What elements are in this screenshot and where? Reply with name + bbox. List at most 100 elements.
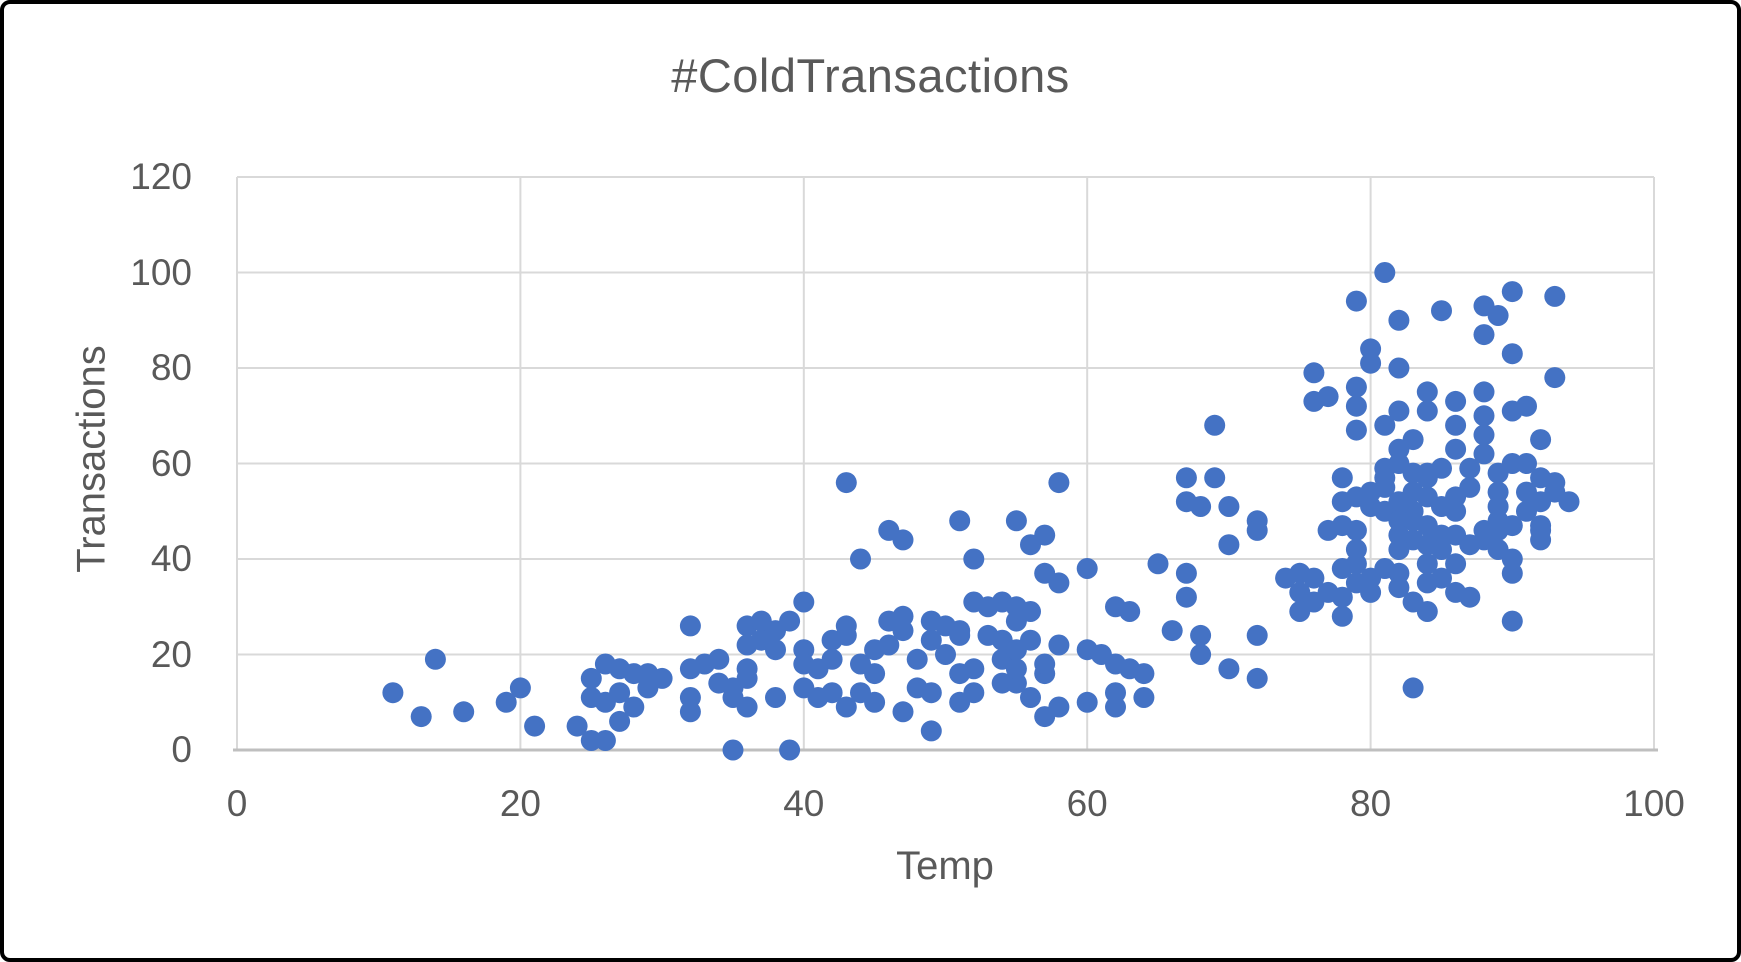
data-point bbox=[835, 696, 857, 718]
data-point bbox=[509, 677, 531, 699]
data-point bbox=[1303, 567, 1325, 589]
data-point bbox=[935, 644, 956, 665]
data-point bbox=[609, 682, 631, 704]
data-point bbox=[821, 648, 843, 670]
data-point bbox=[1020, 629, 1041, 651]
data-point bbox=[1459, 457, 1481, 479]
data-point bbox=[1345, 395, 1367, 417]
data-point bbox=[1345, 290, 1367, 312]
data-point bbox=[864, 663, 886, 685]
data-point bbox=[1303, 390, 1325, 412]
data-point bbox=[1473, 381, 1495, 403]
data-point bbox=[679, 687, 701, 708]
data-point bbox=[1119, 601, 1141, 622]
data-point bbox=[1473, 443, 1495, 465]
x-tick-label-60: 60 bbox=[1066, 783, 1108, 824]
data-point bbox=[1501, 610, 1523, 632]
data-point bbox=[1076, 691, 1098, 713]
data-point bbox=[1133, 663, 1155, 685]
data-point bbox=[765, 639, 786, 661]
data-point bbox=[1487, 305, 1509, 326]
data-point bbox=[1020, 601, 1041, 622]
data-point bbox=[1331, 586, 1353, 608]
x-tick-label-20: 20 bbox=[499, 783, 541, 824]
data-point bbox=[1473, 424, 1495, 446]
data-point bbox=[424, 648, 446, 670]
y-tick-label-100: 100 bbox=[130, 251, 192, 293]
data-point bbox=[1431, 300, 1452, 322]
data-point bbox=[892, 529, 914, 551]
data-point bbox=[1190, 644, 1212, 665]
data-point bbox=[920, 629, 942, 651]
data-point bbox=[524, 715, 546, 737]
data-point bbox=[1048, 634, 1070, 656]
data-point bbox=[1501, 281, 1523, 303]
data-point bbox=[736, 696, 758, 718]
data-point bbox=[906, 648, 928, 670]
data-point bbox=[1388, 357, 1410, 379]
data-point bbox=[1020, 687, 1041, 708]
data-point bbox=[623, 696, 645, 718]
data-point bbox=[765, 687, 786, 708]
data-point bbox=[1487, 481, 1509, 503]
data-point bbox=[609, 710, 631, 732]
data-point bbox=[1331, 467, 1353, 489]
data-point bbox=[1190, 624, 1212, 646]
data-point bbox=[1218, 496, 1240, 517]
data-point bbox=[1445, 500, 1467, 522]
data-point bbox=[1473, 405, 1495, 427]
y-tick-label-0: 0 bbox=[171, 729, 192, 770]
data-point bbox=[1459, 476, 1481, 498]
data-point bbox=[1388, 400, 1410, 422]
data-point bbox=[1175, 586, 1197, 608]
data-point bbox=[1218, 534, 1240, 556]
data-point bbox=[1431, 539, 1452, 560]
scatter-points bbox=[382, 262, 1580, 761]
data-point bbox=[1501, 562, 1523, 584]
data-point bbox=[920, 682, 942, 704]
data-point bbox=[1416, 381, 1438, 403]
data-point bbox=[1445, 390, 1467, 412]
data-point bbox=[722, 739, 744, 761]
data-point bbox=[892, 701, 914, 723]
data-point bbox=[1530, 529, 1552, 551]
y-tick-label-60: 60 bbox=[150, 442, 192, 484]
data-point bbox=[835, 624, 857, 646]
data-point bbox=[1161, 620, 1183, 642]
data-point bbox=[1530, 429, 1552, 451]
data-point bbox=[920, 720, 942, 742]
data-point bbox=[1246, 519, 1268, 541]
data-point bbox=[1445, 438, 1467, 460]
data-point bbox=[1034, 653, 1056, 675]
data-point bbox=[963, 548, 985, 570]
data-point bbox=[1558, 491, 1580, 513]
y-tick-label-20: 20 bbox=[150, 633, 192, 675]
data-point bbox=[1204, 414, 1226, 436]
data-point bbox=[779, 610, 801, 632]
data-point bbox=[580, 667, 602, 689]
data-point bbox=[679, 615, 701, 637]
data-point bbox=[1431, 567, 1452, 589]
chart-title: #ColdTransactions bbox=[671, 49, 1070, 102]
data-point bbox=[1388, 577, 1410, 599]
data-point bbox=[1034, 562, 1056, 584]
data-point bbox=[1317, 519, 1339, 541]
data-point bbox=[1345, 539, 1367, 560]
data-point bbox=[1388, 309, 1410, 331]
data-point bbox=[1416, 553, 1438, 575]
data-point bbox=[1345, 419, 1367, 441]
data-point bbox=[1345, 376, 1367, 398]
data-point bbox=[1175, 562, 1197, 584]
data-point bbox=[1501, 515, 1523, 537]
x-tick-label-80: 80 bbox=[1350, 783, 1392, 824]
data-point bbox=[1544, 285, 1566, 307]
data-point bbox=[453, 701, 475, 723]
data-point bbox=[1105, 696, 1126, 718]
data-point bbox=[1516, 395, 1537, 417]
data-point bbox=[949, 691, 971, 713]
data-point bbox=[1048, 472, 1070, 494]
data-point bbox=[1048, 696, 1070, 718]
data-point bbox=[1204, 467, 1226, 489]
data-point bbox=[1246, 624, 1268, 646]
